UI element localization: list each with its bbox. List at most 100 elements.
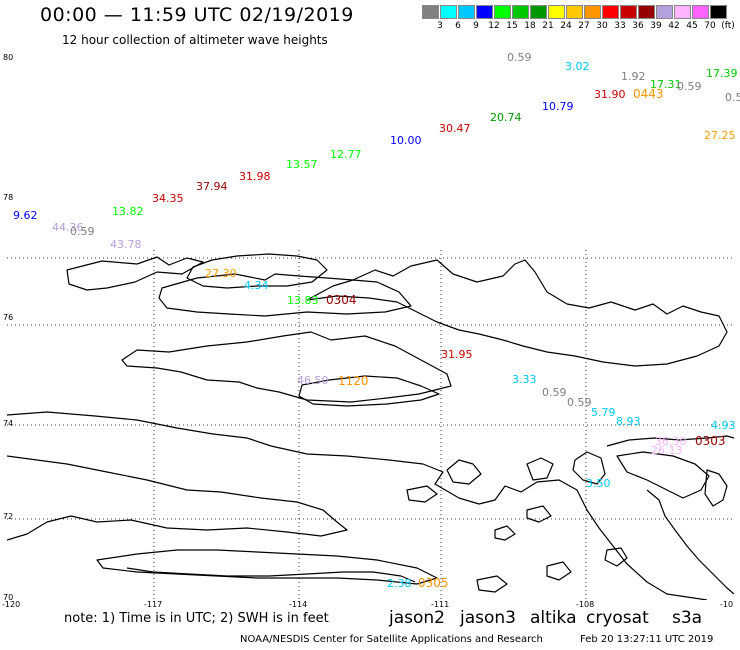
color-scale-swatch bbox=[458, 5, 475, 19]
lat-label-70: 70 bbox=[3, 593, 14, 602]
wave-height-value: 46.50 bbox=[297, 374, 329, 387]
color-scale-label: 42 bbox=[668, 21, 680, 31]
wave-height-value: 4.34 bbox=[244, 279, 269, 292]
wave-height-value: 17.31 bbox=[650, 78, 682, 91]
wave-height-value: 13.57 bbox=[286, 158, 318, 171]
wave-height-value: 0.59 bbox=[70, 225, 95, 238]
wave-height-value: 0.5 bbox=[725, 91, 740, 104]
wave-height-value: 0.59 bbox=[567, 396, 592, 409]
color-scale-label: 3 bbox=[437, 21, 443, 31]
color-scale-swatch bbox=[602, 5, 619, 19]
wave-height-value: 27.30 bbox=[205, 267, 237, 280]
lat-label-72: 72 bbox=[3, 512, 14, 521]
wave-height-value: 27.25 bbox=[704, 129, 736, 142]
legend-jason2: jason2 bbox=[389, 608, 445, 628]
legend-jason3: jason3 bbox=[460, 608, 516, 628]
pass-time-label: 1120 bbox=[338, 374, 369, 388]
legend-cryosat: cryosat bbox=[586, 608, 649, 628]
wave-height-value: 2.38 bbox=[387, 577, 412, 590]
wave-height-value: 13.82 bbox=[112, 205, 144, 218]
color-scale-label: 36 bbox=[632, 21, 644, 31]
wave-height-value: 20.74 bbox=[490, 111, 522, 124]
color-scale-swatch bbox=[566, 5, 583, 19]
wave-height-value: 0.59 bbox=[677, 80, 702, 93]
color-scale-swatch bbox=[638, 5, 655, 19]
wave-height-value: 8.93 bbox=[616, 415, 641, 428]
wave-height-value: 43.78 bbox=[110, 238, 142, 251]
wave-height-value: 13.83 bbox=[287, 294, 319, 307]
wave-height-value: 3.50 bbox=[586, 477, 611, 490]
lon-label-117: -117 bbox=[144, 600, 163, 609]
color-scale-label: 21 bbox=[542, 21, 554, 31]
color-scale-swatch bbox=[674, 5, 691, 19]
map-canvas bbox=[7, 250, 734, 600]
coastlines bbox=[7, 253, 734, 600]
wave-height-value: 26.13 bbox=[651, 444, 683, 457]
color-scale-label: 6 bbox=[455, 21, 461, 31]
color-scale-label: 15 bbox=[506, 21, 518, 31]
lon-label-111: -111 bbox=[431, 600, 450, 609]
lat-label-74: 74 bbox=[3, 419, 14, 428]
color-scale-swatch bbox=[584, 5, 601, 19]
wave-height-value: 17.39 bbox=[706, 67, 738, 80]
wave-height-value: 37.94 bbox=[196, 180, 228, 193]
pass-time-label: 0304 bbox=[326, 293, 357, 307]
color-scale-label: 18 bbox=[524, 21, 536, 31]
wave-height-value: 10.00 bbox=[390, 134, 422, 147]
legend-altika: altika bbox=[530, 608, 577, 628]
color-scale-label: 70 bbox=[704, 21, 716, 31]
color-scale-swatch bbox=[656, 5, 673, 19]
color-scale-swatch bbox=[530, 5, 547, 19]
wave-height-value: 1.92 bbox=[621, 70, 646, 83]
wave-height-value: 10.79 bbox=[542, 100, 574, 113]
color-scale-swatch bbox=[710, 5, 727, 19]
map-subtitle: 12 hour collection of altimeter wave hei… bbox=[62, 33, 328, 47]
color-scale-swatch bbox=[692, 5, 709, 19]
lat-label-78: 78 bbox=[3, 193, 14, 202]
color-scale-swatch bbox=[476, 5, 493, 19]
color-scale-label: (ft) bbox=[721, 21, 735, 31]
color-scale-label: 9 bbox=[473, 21, 479, 31]
color-scale-swatch bbox=[494, 5, 511, 19]
wave-height-value: 31.95 bbox=[441, 348, 473, 361]
color-scale-label: 33 bbox=[614, 21, 626, 31]
pass-time-label: 0305 bbox=[418, 576, 449, 590]
wave-height-value: 12.77 bbox=[330, 148, 362, 161]
lon-label-120: -120 bbox=[2, 600, 21, 609]
wave-height-value: 34.35 bbox=[152, 192, 184, 205]
wave-height-value: 31.90 bbox=[594, 88, 626, 101]
legend-s3a: s3a bbox=[672, 608, 703, 628]
generation-timestamp: Feb 20 13:27:11 UTC 2019 bbox=[580, 634, 714, 645]
wave-height-value: 3.33 bbox=[512, 373, 537, 386]
wave-height-value: 9.62 bbox=[13, 209, 38, 222]
wave-height-value: 4.93 bbox=[711, 419, 736, 432]
lon-label-114: -114 bbox=[289, 600, 308, 609]
color-scale-label: 45 bbox=[686, 21, 698, 31]
color-scale-swatch bbox=[512, 5, 529, 19]
color-scale-label: 12 bbox=[488, 21, 500, 31]
wave-height-value: 36.30 bbox=[655, 435, 687, 448]
color-scale-label: 27 bbox=[578, 21, 590, 31]
wave-height-value: 30.47 bbox=[439, 122, 471, 135]
wave-height-value: 31.98 bbox=[239, 170, 271, 183]
color-scale-swatch bbox=[620, 5, 637, 19]
color-scale-label: 24 bbox=[560, 21, 572, 31]
units-note: note: 1) Time is in UTC; 2) SWH is in fe… bbox=[64, 611, 329, 626]
color-scale-swatch bbox=[548, 5, 565, 19]
lon-label-108: -108 bbox=[576, 600, 595, 609]
wave-height-value: 44.36 bbox=[52, 221, 84, 234]
lat-label-76: 76 bbox=[3, 313, 14, 322]
pass-time-label: 0443 bbox=[633, 87, 664, 101]
color-scale-label: 30 bbox=[596, 21, 608, 31]
wave-height-value: 0.59 bbox=[542, 386, 567, 399]
wave-height-value: 0.59 bbox=[507, 51, 532, 64]
lon-label-105: -10 bbox=[720, 600, 734, 609]
credit-line: NOAA/NESDIS Center for Satellite Applica… bbox=[240, 634, 543, 645]
wave-height-value: 3.02 bbox=[565, 60, 590, 73]
color-scale-label: 39 bbox=[650, 21, 662, 31]
lat-label-80: 80 bbox=[3, 53, 14, 62]
wave-height-value: 5.79 bbox=[591, 406, 616, 419]
pass-time-label: 0303 bbox=[695, 434, 726, 448]
map-title: 00:00 — 11:59 UTC 02/19/2019 bbox=[40, 4, 354, 26]
